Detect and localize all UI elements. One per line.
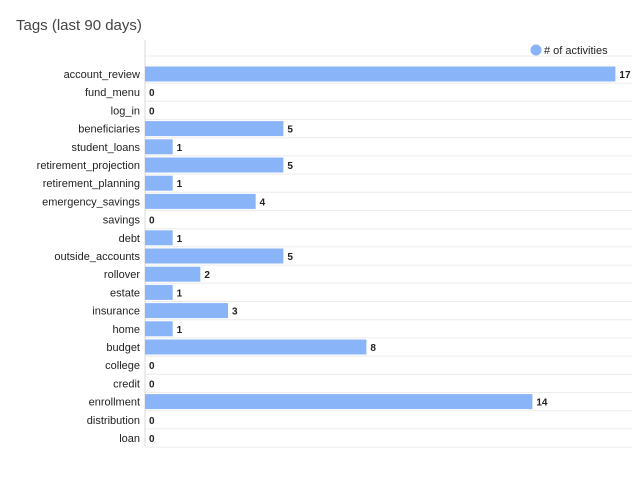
category-label-estate: estate [110,287,140,299]
data-label-account_review: 17 [619,70,631,81]
data-label-student_loans: 1 [177,143,183,154]
bar-rollover[interactable] [145,266,201,282]
category-label-debt: debt [119,233,140,245]
data-label-fund_menu: 0 [149,88,155,99]
category-label-enrollment: enrollment [89,397,140,409]
category-label-beneficiaries: beneficiaries [78,124,140,136]
category-label-retirement_projection: retirement_projection [37,160,140,172]
data-label-beneficiaries: 5 [287,125,293,136]
category-label-credit: credit [113,378,140,390]
category-label-student_loans: student_loans [72,142,141,154]
data-label-retirement_projection: 5 [287,161,293,172]
bar-estate[interactable] [145,284,173,300]
bar-outside_accounts[interactable] [145,248,284,264]
data-label-retirement_planning: 1 [177,179,183,190]
category-label-budget: budget [106,342,140,354]
bar-enrollment[interactable] [145,394,533,410]
data-label-log_in: 0 [149,106,155,117]
legend-label: # of activities [544,45,608,57]
category-label-rollover: rollover [104,269,140,281]
bar-student_loans[interactable] [145,139,173,155]
bar-debt[interactable] [145,230,173,246]
gridlines [145,55,632,448]
bar-budget[interactable] [145,339,367,355]
legend-swatch [530,44,542,56]
category-label-home: home [112,324,140,336]
data-label-estate: 1 [177,288,183,299]
category-labels: account_review fund_menu log_in beneficiari… [37,69,141,445]
bars [145,66,616,410]
data-label-outside_accounts: 5 [287,252,293,263]
data-label-budget: 8 [370,343,376,354]
category-label-account_review: account_review [64,69,140,81]
data-label-rollover: 2 [204,270,210,281]
data-label-college: 0 [149,361,155,372]
bar-emergency_savings[interactable] [145,193,256,209]
category-label-savings: savings [103,215,141,227]
bar-beneficiaries[interactable] [145,121,284,137]
data-label-home: 1 [177,325,183,336]
category-label-college: college [105,360,140,372]
data-label-distribution: 0 [149,416,155,427]
data-label-loan: 0 [149,434,155,445]
category-label-retirement_planning: retirement_planning [43,178,140,190]
data-label-credit: 0 [149,379,155,390]
bar-retirement_planning[interactable] [145,175,173,191]
category-label-emergency_savings: emergency_savings [42,196,140,208]
data-label-emergency_savings: 4 [260,197,266,208]
category-label-log_in: log_in [111,105,140,117]
data-label-enrollment: 14 [536,398,548,409]
category-label-distribution: distribution [87,415,140,427]
category-label-fund_menu: fund_menu [85,87,140,99]
bar-insurance[interactable] [145,303,229,319]
bar-account_review[interactable] [145,66,616,82]
chart-title: Tags (last 90 days) [16,17,142,34]
data-label-savings: 0 [149,216,155,227]
bar-retirement_projection[interactable] [145,157,284,173]
legend[interactable]: # of activities [530,44,609,58]
category-label-loan: loan [119,433,140,445]
bar-home[interactable] [145,321,173,337]
category-label-insurance: insurance [92,306,140,318]
data-label-debt: 1 [177,234,183,245]
data-label-insurance: 3 [232,307,238,318]
category-label-outside_accounts: outside_accounts [54,251,140,263]
